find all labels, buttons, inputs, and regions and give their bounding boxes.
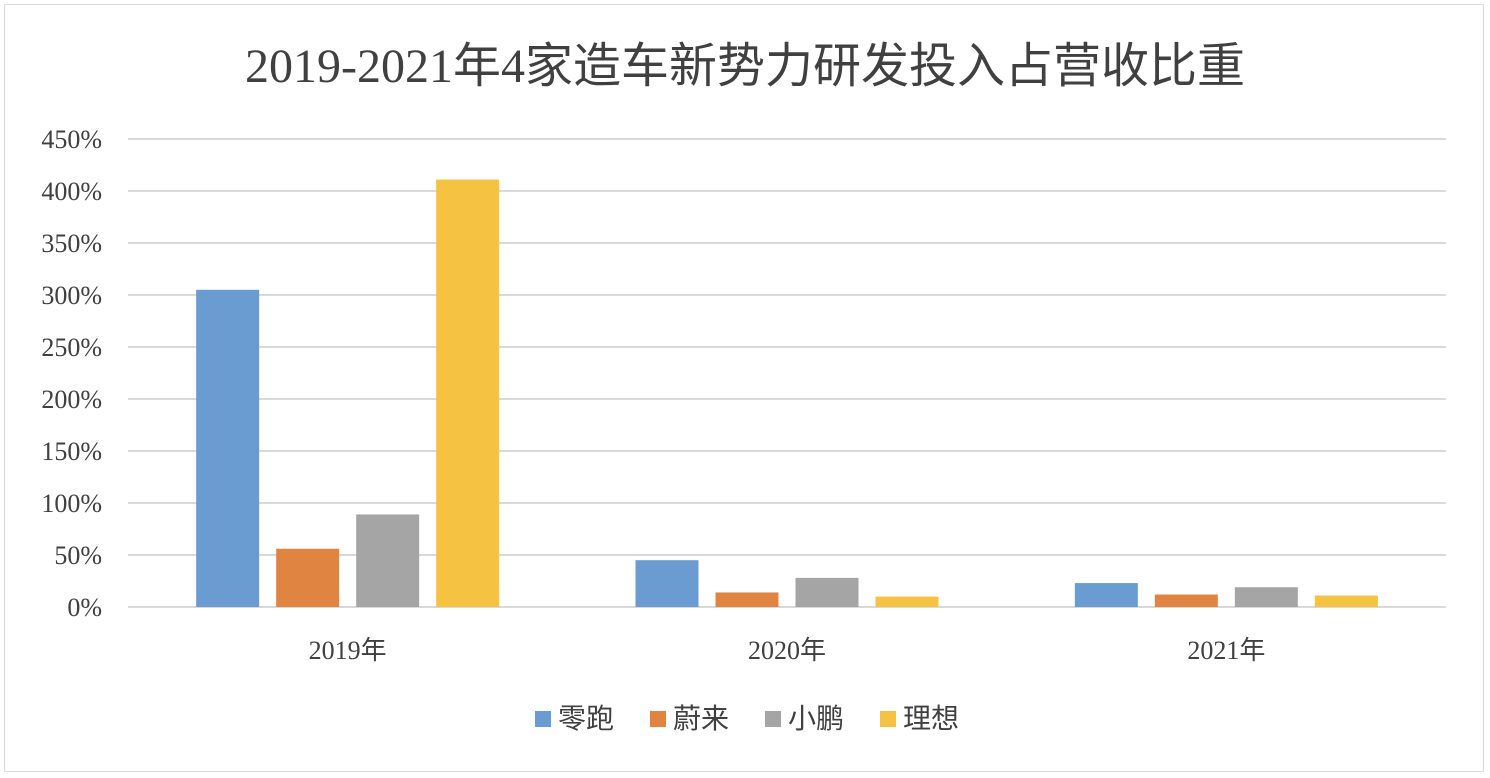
y-tick-label-400: 400% — [41, 177, 102, 206]
chart-title: 2019-2021年4家造车新势力研发投入占营收比重 — [245, 40, 1245, 93]
x-tick-label-2019年: 2019年 — [309, 636, 387, 665]
y-tick-label-450: 450% — [41, 125, 102, 154]
legend-label-理想: 理想 — [903, 703, 959, 735]
y-tick-label-0: 0% — [67, 593, 102, 622]
legend-swatch-小鹏 — [765, 711, 781, 727]
bar-蔚来-2019年 — [276, 548, 340, 607]
bar-蔚来-2020年 — [715, 592, 779, 607]
x-axis-ticks: 2019年 2020年 2021年 — [309, 636, 1266, 665]
bar-零跑-2020年 — [635, 560, 699, 607]
y-tick-label-50: 50% — [54, 541, 102, 570]
legend-swatch-理想 — [880, 711, 896, 727]
bars — [196, 179, 1378, 607]
bar-小鹏-2021年 — [1234, 587, 1298, 607]
x-tick-label-2021年: 2021年 — [1187, 636, 1265, 665]
bar-理想-2020年 — [875, 596, 939, 607]
legend-label-小鹏: 小鹏 — [788, 703, 844, 735]
bar-小鹏-2020年 — [795, 577, 859, 607]
legend-swatch-零跑 — [535, 711, 551, 727]
y-tick-label-100: 100% — [41, 489, 102, 518]
bar-零跑-2021年 — [1074, 583, 1138, 607]
y-tick-label-250: 250% — [41, 333, 102, 362]
bar-零跑-2019年 — [196, 289, 260, 607]
legend-swatch-蔚来 — [650, 711, 666, 727]
y-tick-label-300: 300% — [41, 281, 102, 310]
y-tick-label-150: 150% — [41, 437, 102, 466]
bar-理想-2019年 — [436, 179, 500, 607]
legend-label-蔚来: 蔚来 — [673, 703, 729, 735]
gridlines — [128, 138, 1446, 608]
y-tick-label-350: 350% — [41, 229, 102, 258]
x-tick-label-2020年: 2020年 — [748, 636, 826, 665]
y-axis-ticks: 0% 50% 100% 150% 200% 250% 300% 350% 400% 450% — [41, 125, 102, 622]
legend: 零跑 蔚来 小鹏 理想 — [535, 703, 959, 735]
bar-理想-2021年 — [1314, 595, 1378, 607]
bar-蔚来-2021年 — [1154, 594, 1218, 607]
legend-label-零跑: 零跑 — [558, 703, 614, 735]
y-tick-label-200: 200% — [41, 385, 102, 414]
bar-小鹏-2019年 — [356, 514, 420, 607]
